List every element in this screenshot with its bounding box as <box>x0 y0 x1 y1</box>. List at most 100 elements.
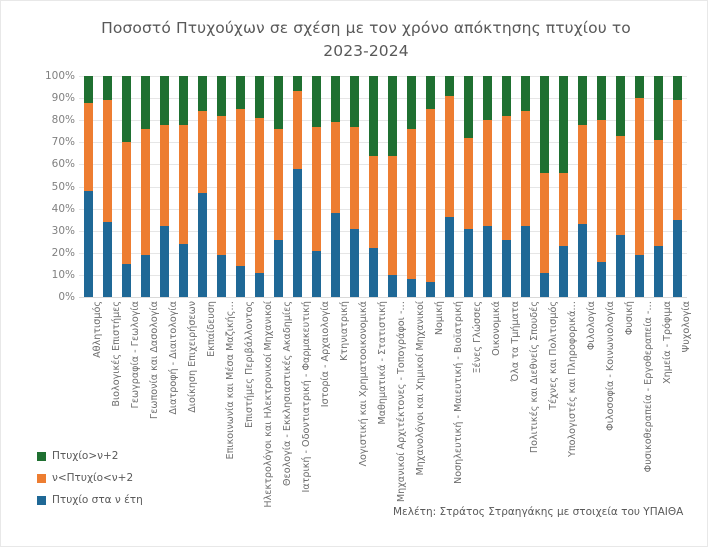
bar-segment[interactable] <box>673 100 682 220</box>
legend-item[interactable]: ν<Πτυχίο<ν+2 <box>37 467 143 489</box>
bar-segment[interactable] <box>483 120 492 227</box>
bar-segment[interactable] <box>331 122 340 214</box>
bar-segment[interactable] <box>274 76 283 130</box>
bar-column[interactable] <box>668 76 687 297</box>
bar-stack[interactable] <box>198 76 207 297</box>
bar-column[interactable] <box>611 76 630 297</box>
bar-segment[interactable] <box>274 239 283 297</box>
bar-stack[interactable] <box>103 76 112 297</box>
bar-segment[interactable] <box>141 76 150 130</box>
bar-stack[interactable] <box>502 76 511 297</box>
bar-segment[interactable] <box>521 111 530 227</box>
bar-segment[interactable] <box>122 263 131 297</box>
bar-segment[interactable] <box>654 76 663 141</box>
bar-stack[interactable] <box>445 76 454 297</box>
bar-segment[interactable] <box>236 109 245 267</box>
bar-column[interactable] <box>440 76 459 297</box>
bar-segment[interactable] <box>141 129 150 256</box>
bar-column[interactable] <box>630 76 649 297</box>
bar-segment[interactable] <box>198 193 207 297</box>
bar-segment[interactable] <box>502 115 511 240</box>
bar-segment[interactable] <box>293 76 302 92</box>
bar-stack[interactable] <box>179 76 188 297</box>
bar-column[interactable] <box>117 76 136 297</box>
bar-column[interactable] <box>383 76 402 297</box>
bar-segment[interactable] <box>407 76 416 130</box>
bar-segment[interactable] <box>521 226 530 297</box>
bar-column[interactable] <box>98 76 117 297</box>
bar-stack[interactable] <box>274 76 283 297</box>
bar-column[interactable] <box>288 76 307 297</box>
bar-segment[interactable] <box>179 76 188 125</box>
bar-segment[interactable] <box>407 279 416 297</box>
bar-segment[interactable] <box>559 76 568 174</box>
bar-segment[interactable] <box>141 255 150 297</box>
bar-stack[interactable] <box>407 76 416 297</box>
bar-column[interactable] <box>79 76 98 297</box>
bar-column[interactable] <box>174 76 193 297</box>
bar-column[interactable] <box>193 76 212 297</box>
bar-stack[interactable] <box>236 76 245 297</box>
bar-segment[interactable] <box>635 98 644 256</box>
bar-segment[interactable] <box>464 137 473 229</box>
bar-segment[interactable] <box>103 100 112 222</box>
bar-segment[interactable] <box>445 217 454 297</box>
bar-segment[interactable] <box>293 91 302 169</box>
bar-segment[interactable] <box>369 248 378 297</box>
bar-segment[interactable] <box>426 76 435 110</box>
bar-column[interactable] <box>250 76 269 297</box>
bar-segment[interactable] <box>483 76 492 121</box>
bar-segment[interactable] <box>407 129 416 280</box>
bar-segment[interactable] <box>350 228 359 297</box>
bar-stack[interactable] <box>84 76 93 297</box>
bar-segment[interactable] <box>445 95 454 218</box>
bar-segment[interactable] <box>312 76 321 127</box>
bar-segment[interactable] <box>198 76 207 112</box>
bar-stack[interactable] <box>540 76 549 297</box>
bar-segment[interactable] <box>217 115 226 256</box>
bar-segment[interactable] <box>464 76 473 138</box>
bar-stack[interactable] <box>293 76 302 297</box>
bar-segment[interactable] <box>502 76 511 116</box>
bar-segment[interactable] <box>217 255 226 297</box>
bar-stack[interactable] <box>578 76 587 297</box>
bar-column[interactable] <box>497 76 516 297</box>
bar-column[interactable] <box>516 76 535 297</box>
bar-segment[interactable] <box>426 281 435 297</box>
bar-stack[interactable] <box>160 76 169 297</box>
bar-segment[interactable] <box>654 246 663 297</box>
bar-stack[interactable] <box>312 76 321 297</box>
bar-segment[interactable] <box>445 76 454 96</box>
bar-column[interactable] <box>326 76 345 297</box>
bar-stack[interactable] <box>255 76 264 297</box>
bar-segment[interactable] <box>160 124 169 227</box>
bar-stack[interactable] <box>122 76 131 297</box>
bar-segment[interactable] <box>502 239 511 297</box>
bar-segment[interactable] <box>331 76 340 123</box>
bar-segment[interactable] <box>540 173 549 273</box>
bar-segment[interactable] <box>331 213 340 297</box>
bar-segment[interactable] <box>578 124 587 225</box>
bar-segment[interactable] <box>578 224 587 297</box>
bar-segment[interactable] <box>559 173 568 247</box>
bar-segment[interactable] <box>388 274 397 297</box>
bar-column[interactable] <box>478 76 497 297</box>
bar-segment[interactable] <box>597 261 606 297</box>
bar-segment[interactable] <box>84 190 93 297</box>
bar-segment[interactable] <box>350 76 359 127</box>
bar-stack[interactable] <box>369 76 378 297</box>
bar-segment[interactable] <box>597 120 606 262</box>
bar-segment[interactable] <box>255 272 264 297</box>
bar-column[interactable] <box>592 76 611 297</box>
bar-stack[interactable] <box>521 76 530 297</box>
bar-stack[interactable] <box>388 76 397 297</box>
bar-segment[interactable] <box>255 118 264 273</box>
bar-stack[interactable] <box>464 76 473 297</box>
bar-segment[interactable] <box>160 76 169 125</box>
bar-segment[interactable] <box>84 76 93 103</box>
bar-segment[interactable] <box>673 76 682 101</box>
bar-segment[interactable] <box>673 219 682 297</box>
bar-column[interactable] <box>307 76 326 297</box>
bar-column[interactable] <box>155 76 174 297</box>
bar-column[interactable] <box>345 76 364 297</box>
